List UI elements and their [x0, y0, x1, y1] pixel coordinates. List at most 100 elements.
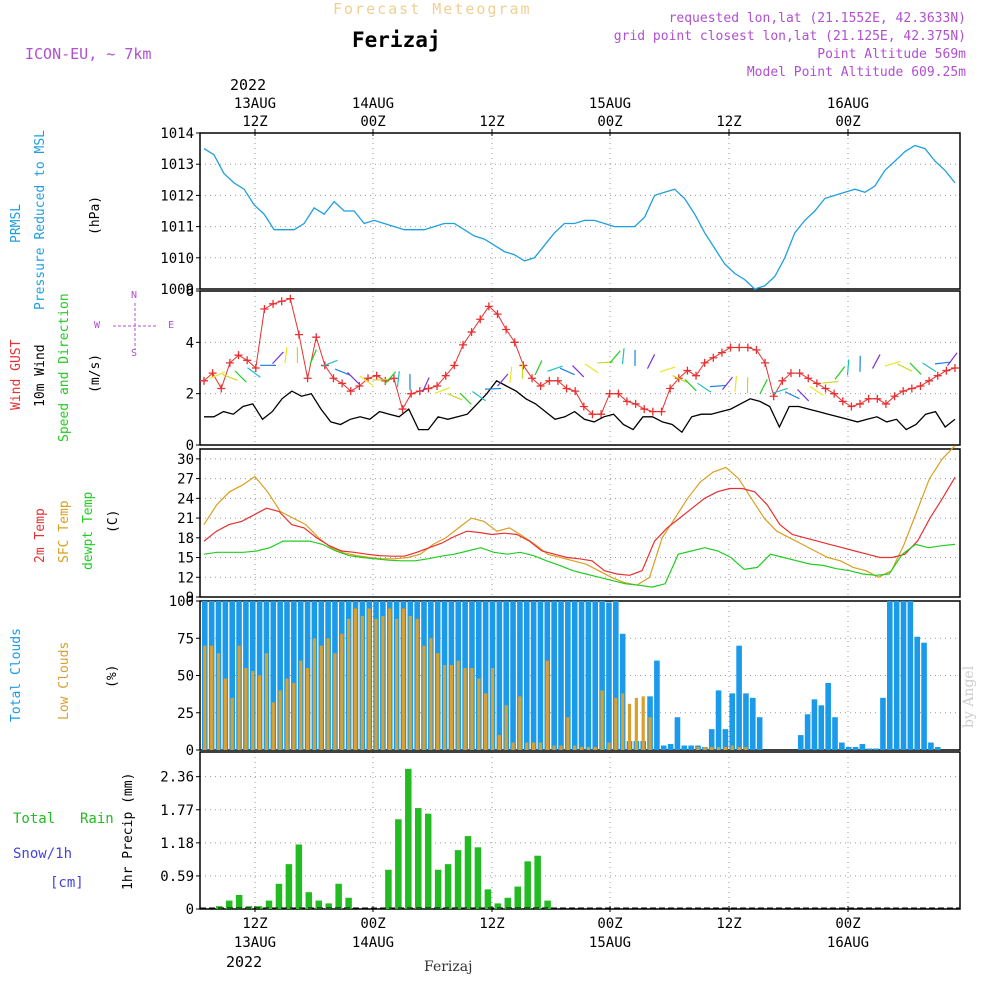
y-tick-label-pressure-3: 1012	[160, 188, 194, 204]
low-cloud-bar	[388, 608, 392, 750]
gust-marker	[605, 389, 614, 398]
rain-bar	[305, 892, 313, 909]
chart-marks	[200, 144, 960, 909]
gust-marker	[856, 399, 865, 408]
gust-marker	[312, 333, 321, 342]
total-cloud-bar	[811, 699, 818, 750]
rain-bar	[405, 768, 412, 909]
low-cloud-bar	[614, 697, 618, 750]
low-cloud-bar	[429, 638, 433, 750]
pressure-line	[203, 144, 956, 290]
low-cloud-bar	[237, 645, 241, 750]
y-tick-label-wind-3: 6	[186, 284, 194, 300]
total-cloud-bar	[482, 601, 489, 750]
wind-direction-arrow	[734, 375, 737, 392]
y-tick-label-clouds-1: 25	[177, 706, 194, 722]
wind-direction-arrow	[621, 348, 625, 365]
low-cloud-bar	[367, 608, 371, 750]
gust-marker	[761, 358, 770, 367]
wind-speed-line	[204, 379, 956, 434]
bottom-hour-label-5: 00Z	[835, 916, 860, 932]
low-cloud-bar	[579, 747, 584, 750]
wind-direction-arrow	[359, 375, 374, 386]
temp-dewpt-label: dewpt Temp	[81, 491, 96, 570]
y-tick-label-clouds-4: 100	[169, 594, 194, 610]
rain-bar	[285, 864, 293, 909]
gust-marker	[260, 304, 269, 313]
wind-direction-arrow	[822, 380, 839, 384]
wind-direction-arrow	[334, 368, 351, 376]
low-cloud-bar	[710, 747, 714, 750]
rain-bar	[415, 808, 422, 909]
low-cloud-bar	[627, 703, 632, 750]
gust-marker	[597, 410, 606, 419]
rain-bar	[484, 889, 492, 909]
rain-bar	[335, 883, 342, 909]
wind-direction-arrow	[322, 359, 338, 367]
gust-marker	[614, 389, 623, 398]
rain-bar	[464, 836, 472, 909]
temp-2m-line	[203, 476, 956, 576]
top-hour-label-3: 00Z	[597, 114, 622, 130]
low-cloud-bar	[216, 653, 221, 750]
wind-unit: (m/s)	[88, 353, 103, 393]
y-tick-label-clouds-3: 75	[177, 631, 194, 647]
gust-marker	[778, 376, 787, 385]
y-tick-label-temp-5: 24	[177, 491, 194, 507]
total-cloud-bar	[222, 601, 229, 750]
low-cloud-bar	[511, 742, 515, 750]
gust-marker	[433, 381, 442, 390]
low-cloud-bar	[326, 638, 330, 750]
bottom-day-label-5: 16AUG	[827, 935, 869, 951]
total-cloud-bar	[270, 601, 277, 750]
gust-marker	[804, 374, 813, 383]
panel-frame-pressure	[199, 132, 961, 290]
gust-marker	[700, 358, 709, 367]
low-cloud-bar	[538, 742, 543, 750]
wind-direction-arrow	[609, 350, 621, 364]
low-cloud-bar	[408, 615, 412, 750]
low-cloud-bar	[258, 675, 262, 750]
panel-frame-temp	[199, 448, 961, 598]
gust-marker	[709, 353, 718, 362]
dewpt-temp-line	[203, 540, 956, 588]
total-clouds-label: Total Clouds	[9, 628, 24, 722]
wind-direction-arrow	[947, 352, 958, 367]
precip-unit: 1hr Precip (mm)	[121, 772, 136, 890]
wind-direction-arrow	[447, 393, 463, 401]
total-cloud-bar	[229, 601, 235, 750]
wind-direction-arrow	[459, 392, 472, 405]
precip-snow-label: Snow/1h	[13, 846, 73, 862]
wind-direction-arrow	[222, 373, 238, 381]
bottom-day-label-1: 14AUG	[352, 935, 394, 951]
wind-direction-arrow	[484, 387, 502, 390]
low-cloud-bar	[442, 665, 447, 750]
wind-direction-arrow	[909, 362, 922, 375]
gust-marker	[881, 399, 890, 408]
total-cloud-bar	[866, 748, 873, 750]
total-cloud-bar	[893, 601, 900, 750]
low-cloud-bar	[360, 615, 364, 750]
low-cloud-bar	[340, 633, 344, 750]
low-cloud-bar	[586, 747, 590, 750]
wind-direction-arrow	[497, 373, 509, 387]
precip-total-label: Total	[13, 811, 56, 827]
wind-direction-arrow	[384, 371, 397, 385]
total-cloud-bar	[839, 742, 845, 750]
low-cloud-bar	[333, 653, 337, 750]
gust-marker	[640, 405, 649, 414]
wind-direction-arrow	[897, 363, 913, 372]
wind-direction-arrow	[309, 349, 317, 365]
wind-direction-arrow	[809, 386, 824, 396]
low-cloud-bar	[484, 693, 488, 750]
gust-marker	[752, 346, 761, 355]
bottom-hour-label-4: 12Z	[716, 916, 741, 932]
low-cloud-bar	[744, 747, 748, 750]
gust-marker	[899, 387, 908, 396]
gust-marker	[579, 402, 588, 411]
low-cloud-bar	[305, 668, 310, 750]
rain-bar	[235, 894, 243, 909]
rain-bar	[225, 900, 233, 909]
low-cloud-bar	[518, 696, 522, 750]
gust-marker	[502, 325, 511, 334]
